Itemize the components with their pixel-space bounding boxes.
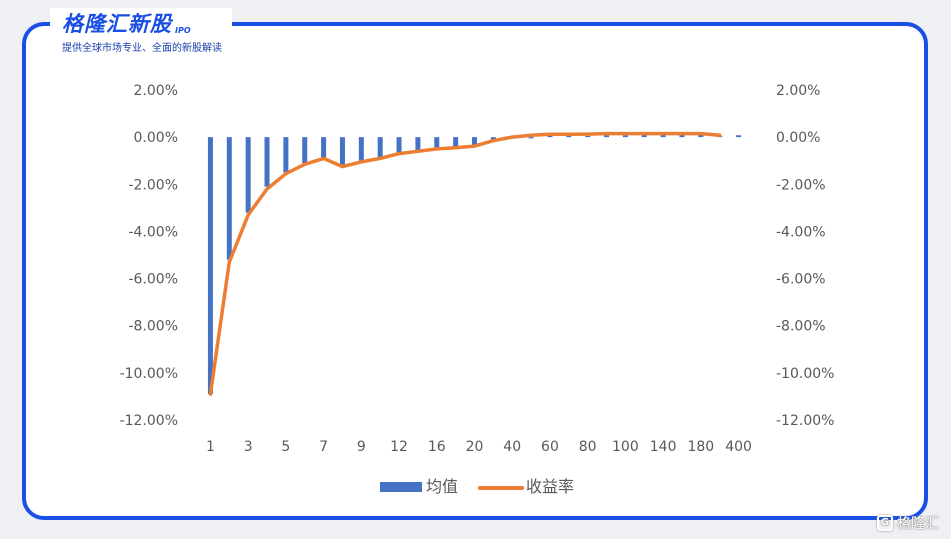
y-right-tick-label: -4.00%	[776, 224, 826, 240]
watermark-logo-icon: G	[877, 515, 893, 531]
bar-mark	[453, 137, 459, 148]
bar-mark	[547, 135, 553, 138]
bar-mark	[377, 137, 383, 158]
legend-label-mean: 均值	[426, 477, 458, 496]
bar-mark	[528, 137, 534, 139]
bar-mark	[226, 137, 232, 260]
x-tick-label: 100	[612, 439, 639, 455]
y-left-tick-label: -6.00%	[128, 272, 178, 288]
y-axis-right: 2.00% 0.00% -2.00% -4.00% -6.00% -8.00% -10.00…	[776, 83, 834, 429]
bar-series-mean	[207, 134, 742, 395]
combo-chart: 2.00% 0.00% -2.00% -4.00% -6.00% -8.00% -10.00…	[120, 83, 835, 496]
brand-title: 格隆汇新股	[62, 12, 172, 36]
watermark-text: 格隆汇	[897, 516, 939, 532]
brand-ipo-tag: IPO	[175, 26, 191, 35]
bar-mark	[622, 135, 628, 138]
y-left-tick-label: -2.00%	[128, 177, 178, 193]
x-tick-label: 12	[390, 439, 408, 455]
y-left-tick-label: 0.00%	[134, 130, 178, 146]
bar-mark	[207, 137, 213, 395]
y-right-tick-label: -8.00%	[776, 319, 826, 335]
y-left-tick-label: -8.00%	[128, 319, 178, 335]
legend-label-return: 收益率	[526, 477, 574, 496]
x-tick-label: 3	[244, 439, 253, 455]
y-left-tick-label: 2.00%	[134, 83, 178, 99]
x-tick-label: 40	[503, 439, 521, 455]
y-right-tick-label: -12.00%	[776, 413, 834, 429]
bar-mark	[566, 135, 572, 138]
bar-mark	[660, 134, 666, 138]
bar-mark	[415, 137, 421, 151]
x-tick-label: 20	[466, 439, 484, 455]
x-tick-label: 7	[319, 439, 328, 455]
y-left-tick-label: -4.00%	[128, 224, 178, 240]
return-line	[208, 131, 722, 396]
x-tick-label: 140	[650, 439, 677, 455]
bar-mark	[302, 137, 308, 164]
x-tick-label: 1	[206, 439, 215, 455]
brand-subtitle: 提供全球市场专业、全面的新股解读	[62, 43, 222, 54]
legend-swatch-bar	[380, 482, 422, 492]
bar-mark	[283, 137, 289, 173]
x-tick-label: 16	[428, 439, 446, 455]
x-tick-label: 400	[725, 439, 752, 455]
bar-mark	[641, 134, 647, 138]
y-right-tick-label: 2.00%	[776, 83, 820, 99]
y-right-tick-label: 0.00%	[776, 130, 820, 146]
x-axis: 1 3 5 7 9 12 16 20 40 60 80 100 140 180 400	[206, 439, 752, 455]
y-right-tick-label: -6.00%	[776, 272, 826, 288]
bar-mark	[264, 137, 270, 187]
x-tick-label: 9	[357, 439, 366, 455]
bar-mark	[736, 135, 742, 138]
y-right-tick-label: -10.00%	[776, 366, 834, 382]
brand-header: 格隆汇新股 IPO 提供全球市场专业、全面的新股解读	[50, 8, 232, 56]
bar-mark	[396, 137, 402, 153]
x-tick-label: 180	[687, 439, 714, 455]
bar-mark	[604, 135, 610, 138]
y-left-tick-label: -10.00%	[120, 366, 178, 382]
bar-mark	[679, 134, 685, 138]
bar-mark	[245, 137, 251, 213]
bar-mark	[434, 137, 440, 149]
bar-mark	[339, 137, 345, 166]
bar-mark	[698, 134, 704, 138]
bar-mark	[321, 137, 327, 159]
y-axis-left: 2.00% 0.00% -2.00% -4.00% -6.00% -8.00% -10.00…	[120, 83, 178, 429]
x-tick-label: 80	[579, 439, 597, 455]
watermark: G 格隆汇	[877, 513, 939, 533]
legend: 均值 收益率	[380, 477, 574, 496]
chart-area: 2.00% 0.00% -2.00% -4.00% -6.00% -8.00% -10.00…	[36, 56, 854, 504]
bar-mark	[358, 137, 364, 161]
y-right-tick-label: -2.00%	[776, 177, 826, 193]
y-left-tick-label: -12.00%	[120, 413, 178, 429]
bar-mark	[585, 135, 591, 138]
x-tick-label: 5	[281, 439, 290, 455]
line-series-return	[208, 131, 722, 396]
bar-mark	[472, 137, 477, 146]
x-tick-label: 60	[541, 439, 559, 455]
